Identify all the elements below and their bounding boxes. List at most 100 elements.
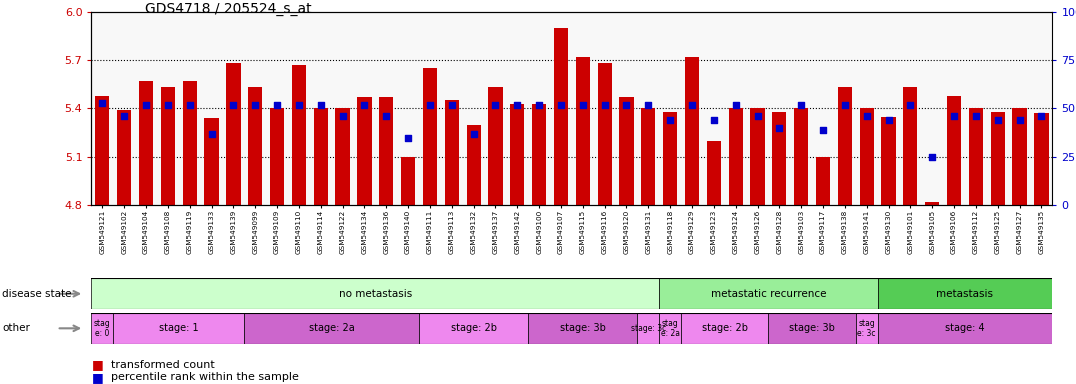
Point [705,117,722,123]
Point [422,101,439,108]
Bar [681,313,768,344]
Bar [244,313,419,344]
Point [334,113,351,119]
Text: stage: 2b: stage: 2b [702,323,748,333]
Point [225,101,242,108]
Bar [925,202,939,205]
Bar [314,108,328,205]
Bar [249,88,263,205]
Point [596,101,613,108]
Point [727,101,745,108]
Bar [878,278,1052,309]
Point [356,101,373,108]
Point [138,101,155,108]
Bar [768,313,855,344]
Text: percentile rank within the sample: percentile rank within the sample [111,372,299,382]
Text: metastatic recurrence: metastatic recurrence [710,289,826,299]
Text: ■: ■ [91,371,103,384]
Point [269,101,286,108]
Point [509,101,526,108]
Bar [878,313,1052,344]
Point [246,101,264,108]
Bar [860,108,874,205]
Bar [881,117,895,205]
Bar [357,97,371,205]
Bar [379,97,394,205]
Bar [855,313,878,344]
Point [203,131,221,137]
Point [770,125,788,131]
Bar [1013,108,1027,205]
Text: other: other [2,323,30,333]
Point [312,101,329,108]
Point [793,101,810,108]
Point [683,101,700,108]
Point [115,113,132,119]
Text: no metastasis: no metastasis [339,289,412,299]
Bar [576,57,590,205]
Point [575,101,592,108]
Bar [660,313,681,344]
Text: stage: 1: stage: 1 [159,323,199,333]
Point [94,99,111,106]
Point [159,101,176,108]
Text: stage: 3b: stage: 3b [789,323,835,333]
Point [836,101,853,108]
Bar [467,125,481,205]
Text: ■: ■ [91,358,103,371]
Bar [91,278,660,309]
Bar [728,108,742,205]
Bar [423,68,437,205]
Bar [510,104,524,205]
Bar [91,313,113,344]
Bar [113,313,244,344]
Point [858,113,875,119]
Bar [794,108,808,205]
Bar [528,313,637,344]
Point [378,113,395,119]
Point [552,101,569,108]
Bar [489,88,502,205]
Bar [597,63,612,205]
Point [1011,117,1029,123]
Text: stage: 3b: stage: 3b [560,323,606,333]
Point [1033,113,1050,119]
Bar [816,157,830,205]
Bar [401,157,415,205]
Point [923,154,940,160]
Bar [270,108,284,205]
Text: transformed count: transformed count [111,360,214,370]
Bar [554,28,568,205]
Bar [1034,113,1048,205]
Point [640,101,657,108]
Bar [663,112,677,205]
Bar [903,88,918,205]
Bar [336,108,350,205]
Text: stage: 2b: stage: 2b [451,323,497,333]
Bar [750,108,765,205]
Bar [773,112,787,205]
Text: metastasis: metastasis [936,289,993,299]
Bar [226,63,241,205]
Point [399,134,416,141]
Bar [532,104,547,205]
Text: stag
e: 2a: stag e: 2a [661,319,680,338]
Bar [637,313,660,344]
Bar [204,118,218,205]
Text: stage: 4: stage: 4 [945,323,985,333]
Text: stag
e: 3c: stag e: 3c [858,319,876,338]
Bar [620,97,634,205]
Text: stage: 3c: stage: 3c [631,324,666,333]
Point [181,101,198,108]
Bar [183,81,197,205]
Point [902,101,919,108]
Text: disease state: disease state [2,289,72,299]
Bar [947,96,961,205]
Point [749,113,766,119]
Text: stag
e: 0: stag e: 0 [94,319,111,338]
Point [967,113,985,119]
Bar [160,88,175,205]
Point [989,117,1006,123]
Point [530,101,548,108]
Bar [660,278,878,309]
